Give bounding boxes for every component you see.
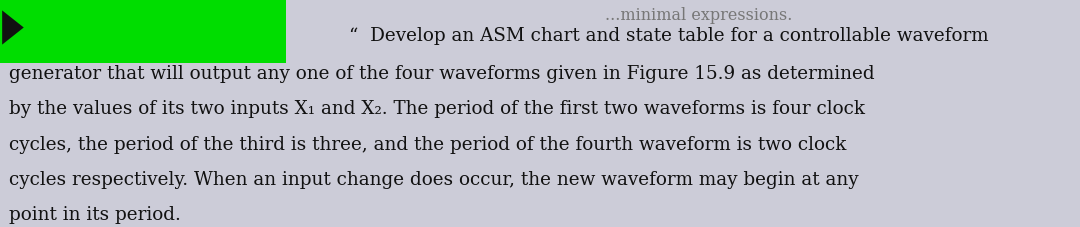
Bar: [0, 0, 286, 64]
Text: ...minimal expressions.: ...minimal expressions.: [605, 7, 792, 24]
Text: by the values of its two inputs X₁ and X₂. The period of the first two waveforms: by the values of its two inputs X₁ and X…: [9, 100, 865, 118]
Text: point in its period.: point in its period.: [9, 205, 180, 223]
Text: cycles, the period of the third is three, and the period of the fourth waveform : cycles, the period of the third is three…: [9, 135, 846, 153]
Text: generator that will output any one of the four waveforms given in Figure 15.9 as: generator that will output any one of th…: [9, 65, 875, 83]
Text: “  Develop an ASM chart and state table for a controllable waveform: “ Develop an ASM chart and state table f…: [349, 27, 988, 45]
Text: cycles respectively. When an input change does occur, the new waveform may begin: cycles respectively. When an input chang…: [9, 170, 859, 188]
Polygon shape: [2, 11, 24, 45]
